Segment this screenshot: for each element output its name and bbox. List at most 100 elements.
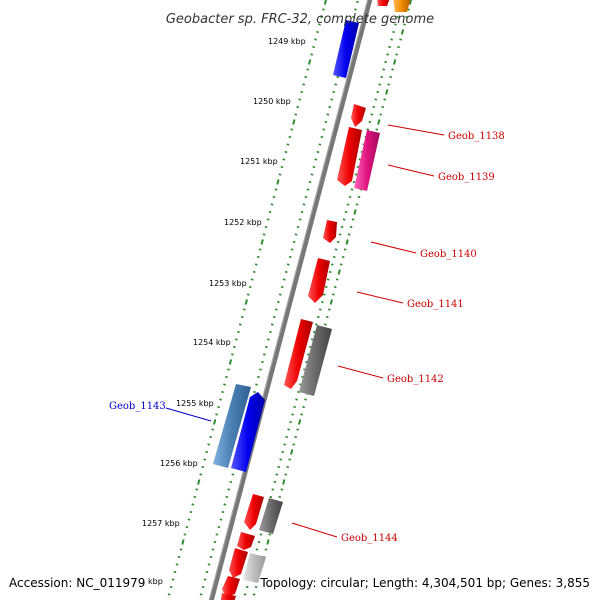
callout-lines (165, 124, 445, 538)
kbp-label: 1254 kbp (193, 338, 231, 347)
kbp-label-partial: kbp (148, 577, 163, 586)
scale-tick (310, 173, 314, 176)
scale-tick (294, 435, 298, 439)
gene-steel-1143[interactable] (213, 384, 251, 468)
scale-tick (285, 435, 289, 439)
scale-tick (261, 360, 264, 364)
gene-label[interactable]: Geob_1143 (109, 401, 166, 412)
gene-label[interactable]: Geob_1144 (341, 533, 398, 544)
gene-red-1138-head[interactable] (351, 104, 366, 127)
scale-tick (266, 539, 270, 545)
scale-tick (392, 30, 395, 34)
scale-tick (337, 269, 341, 275)
gene-light-bottom[interactable] (243, 553, 266, 583)
scale-tick (223, 503, 227, 506)
genome-backbone-highlight (208, 0, 369, 600)
scale-tick (323, 0, 328, 5)
scale-tick (203, 578, 207, 581)
scale-tick (345, 239, 349, 245)
scale-tick (320, 135, 324, 139)
accession-text: Accession: NC_011979 (9, 576, 145, 590)
scale-tick (201, 465, 205, 469)
scale-tick (333, 285, 337, 289)
gene-red-bottom-a[interactable] (222, 576, 240, 597)
scale-tick (329, 299, 333, 305)
scale-tick (277, 465, 281, 469)
scale-tick (328, 105, 332, 109)
scale-tick (306, 68, 310, 71)
gene-label[interactable]: Geob_1139 (438, 172, 495, 183)
scale-tick (393, 59, 397, 65)
gene-label[interactable]: Geob_1142 (387, 374, 444, 385)
kbp-label: 1251 kbp (240, 157, 278, 166)
scale-tick (308, 59, 312, 65)
scale-tick (181, 539, 185, 545)
scale-tick (305, 360, 308, 364)
gene-labels: Geob_1138 Geob_1139 Geob_1140 Geob_1141 … (109, 131, 505, 544)
gene-gray-1144[interactable] (259, 498, 283, 534)
scale-tick (354, 173, 358, 176)
scale-tick (248, 285, 252, 289)
scale-tick (219, 398, 222, 401)
gene-label[interactable]: Geob_1141 (407, 299, 464, 310)
scale-tick (268, 210, 272, 214)
gene-gray-1142[interactable] (299, 325, 332, 396)
scale-tick (260, 239, 264, 245)
map-title: Geobacter sp. FRC-32, complete genome (166, 12, 434, 27)
gene-red-1139[interactable] (337, 127, 362, 186)
scale-tick (276, 179, 280, 185)
gene-red-1141[interactable] (308, 258, 330, 303)
kbp-label: 1252 kbp (224, 218, 262, 227)
forward-genes (220, 0, 411, 600)
scale-tick (382, 68, 386, 71)
gene-blue-top[interactable] (333, 20, 359, 78)
scale-tick (238, 323, 242, 326)
gene-red-1142[interactable] (284, 319, 313, 389)
kbp-label: 1250 kbp (253, 97, 291, 106)
scale-tick (324, 285, 328, 289)
kbp-labels: 1249 kbp 1250 kbp 1251 kbp 1252 kbp 1253… (142, 37, 306, 586)
scale-tick (290, 449, 294, 455)
scale-tick (292, 119, 296, 125)
kbp-label: 1256 kbp (160, 459, 198, 468)
scale-tick (270, 323, 274, 326)
scale-tick (314, 323, 318, 326)
genome-summary-text: Topology: circular; Length: 4,304,501 bp… (259, 576, 590, 590)
scale-tick (300, 210, 304, 214)
scale-tick (286, 465, 290, 469)
scale-tick (213, 419, 217, 425)
callout-line (387, 124, 445, 136)
scale-tick (316, 30, 319, 34)
gene-blue-1143[interactable] (231, 392, 265, 472)
gene-pink-1139[interactable] (354, 130, 380, 191)
scale-tick (323, 323, 327, 326)
gene-red-top[interactable] (377, 0, 390, 6)
scale-tick (278, 173, 282, 176)
scale-tick (296, 105, 300, 109)
gene-red-1140[interactable] (323, 220, 337, 243)
gene-red-1144a[interactable] (244, 494, 264, 530)
scale-tick (344, 210, 348, 214)
scale-tick (288, 135, 292, 139)
scale-tick (197, 479, 201, 485)
scale-tick (381, 105, 385, 109)
scale-tick (391, 68, 395, 71)
reverse-genes (213, 20, 359, 472)
gene-red-bottom-b[interactable] (220, 593, 236, 600)
kbp-label: 1257 kbp (142, 519, 180, 528)
gene-orange-top[interactable] (393, 0, 411, 12)
scale-tick (257, 540, 261, 544)
scale-tick (377, 119, 381, 125)
callout-line (370, 241, 417, 254)
scale-tick (171, 578, 175, 581)
scale-tick (282, 479, 286, 485)
scale-tick (295, 398, 298, 401)
scale-tick (298, 419, 302, 425)
scale-tick (228, 359, 233, 365)
gene-red-1144c[interactable] (229, 548, 248, 578)
gene-red-1144b[interactable] (237, 532, 255, 550)
gene-label[interactable]: Geob_1138 (448, 131, 505, 142)
callout-line (165, 407, 212, 422)
scale-track-outer-left (167, 0, 328, 596)
gene-label[interactable]: Geob_1140 (420, 249, 477, 260)
